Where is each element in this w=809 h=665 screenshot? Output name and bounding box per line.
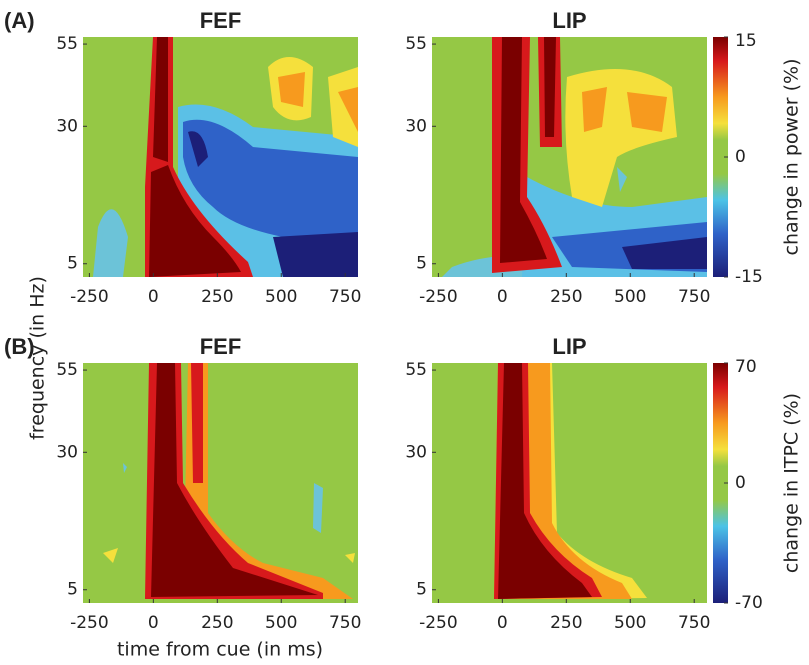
heatmap-image — [83, 37, 358, 277]
x-tick-label: 500 — [265, 613, 297, 633]
x-tick-label: 750 — [329, 613, 361, 633]
colorbar-tick-label: -70 — [735, 593, 763, 613]
y-tick-label: 5 — [67, 580, 78, 600]
x-tick-label: 250 — [201, 287, 233, 307]
x-tick-label: 0 — [497, 287, 508, 307]
heatmap-image — [432, 363, 707, 603]
x-tick-label: 0 — [148, 287, 159, 307]
x-axis-label: time from cue (in ms) — [117, 639, 323, 661]
colorbar-tick-label: 70 — [735, 357, 757, 377]
x-tick-label: -250 — [70, 287, 109, 307]
x-tick-label: 750 — [678, 613, 710, 633]
panel-title: FEF — [200, 8, 242, 33]
y-tick-label: 55 — [405, 34, 427, 54]
y-axis-label: frequency (in Hz) — [27, 276, 49, 440]
panel-title: LIP — [552, 8, 586, 33]
colorbar-label: change in power (%) — [781, 59, 803, 256]
x-tick-label: 500 — [265, 287, 297, 307]
x-tick-label: 0 — [497, 613, 508, 633]
x-tick-label: -250 — [419, 613, 458, 633]
panel-label: (B) — [4, 334, 35, 359]
x-tick-label: -250 — [419, 287, 458, 307]
colorbar-tick-label: -15 — [735, 267, 763, 287]
y-tick-label: 5 — [416, 254, 427, 274]
y-tick-label: 30 — [56, 116, 78, 136]
panel-title: FEF — [200, 334, 242, 359]
colorbar-tick-label: 15 — [735, 31, 757, 51]
y-tick-label: 30 — [405, 116, 427, 136]
panel-title: LIP — [552, 334, 586, 359]
x-tick-label: 250 — [201, 613, 233, 633]
y-tick-label: 55 — [56, 360, 78, 380]
y-tick-label: 5 — [416, 580, 427, 600]
colorbar-tick-label: 0 — [735, 473, 746, 493]
panel-label: (A) — [4, 8, 35, 33]
x-tick-label: 250 — [550, 287, 582, 307]
y-tick-label: 30 — [56, 442, 78, 462]
colorbar — [713, 363, 728, 603]
colorbar — [713, 37, 728, 277]
x-tick-label: 500 — [614, 613, 646, 633]
y-tick-label: 5 — [67, 254, 78, 274]
colorbar-label: change in ITPC (%) — [781, 393, 803, 573]
y-tick-label: 55 — [56, 34, 78, 54]
x-tick-label: 500 — [614, 287, 646, 307]
colorbar-tick-label: 0 — [735, 147, 746, 167]
y-tick-label: 30 — [405, 442, 427, 462]
x-tick-label: 750 — [678, 287, 710, 307]
heatmap-image — [432, 37, 707, 277]
x-tick-label: -250 — [70, 613, 109, 633]
y-tick-label: 55 — [405, 360, 427, 380]
x-tick-label: 250 — [550, 613, 582, 633]
x-tick-label: 750 — [329, 287, 361, 307]
x-tick-label: 0 — [148, 613, 159, 633]
heatmap-image — [83, 363, 358, 603]
